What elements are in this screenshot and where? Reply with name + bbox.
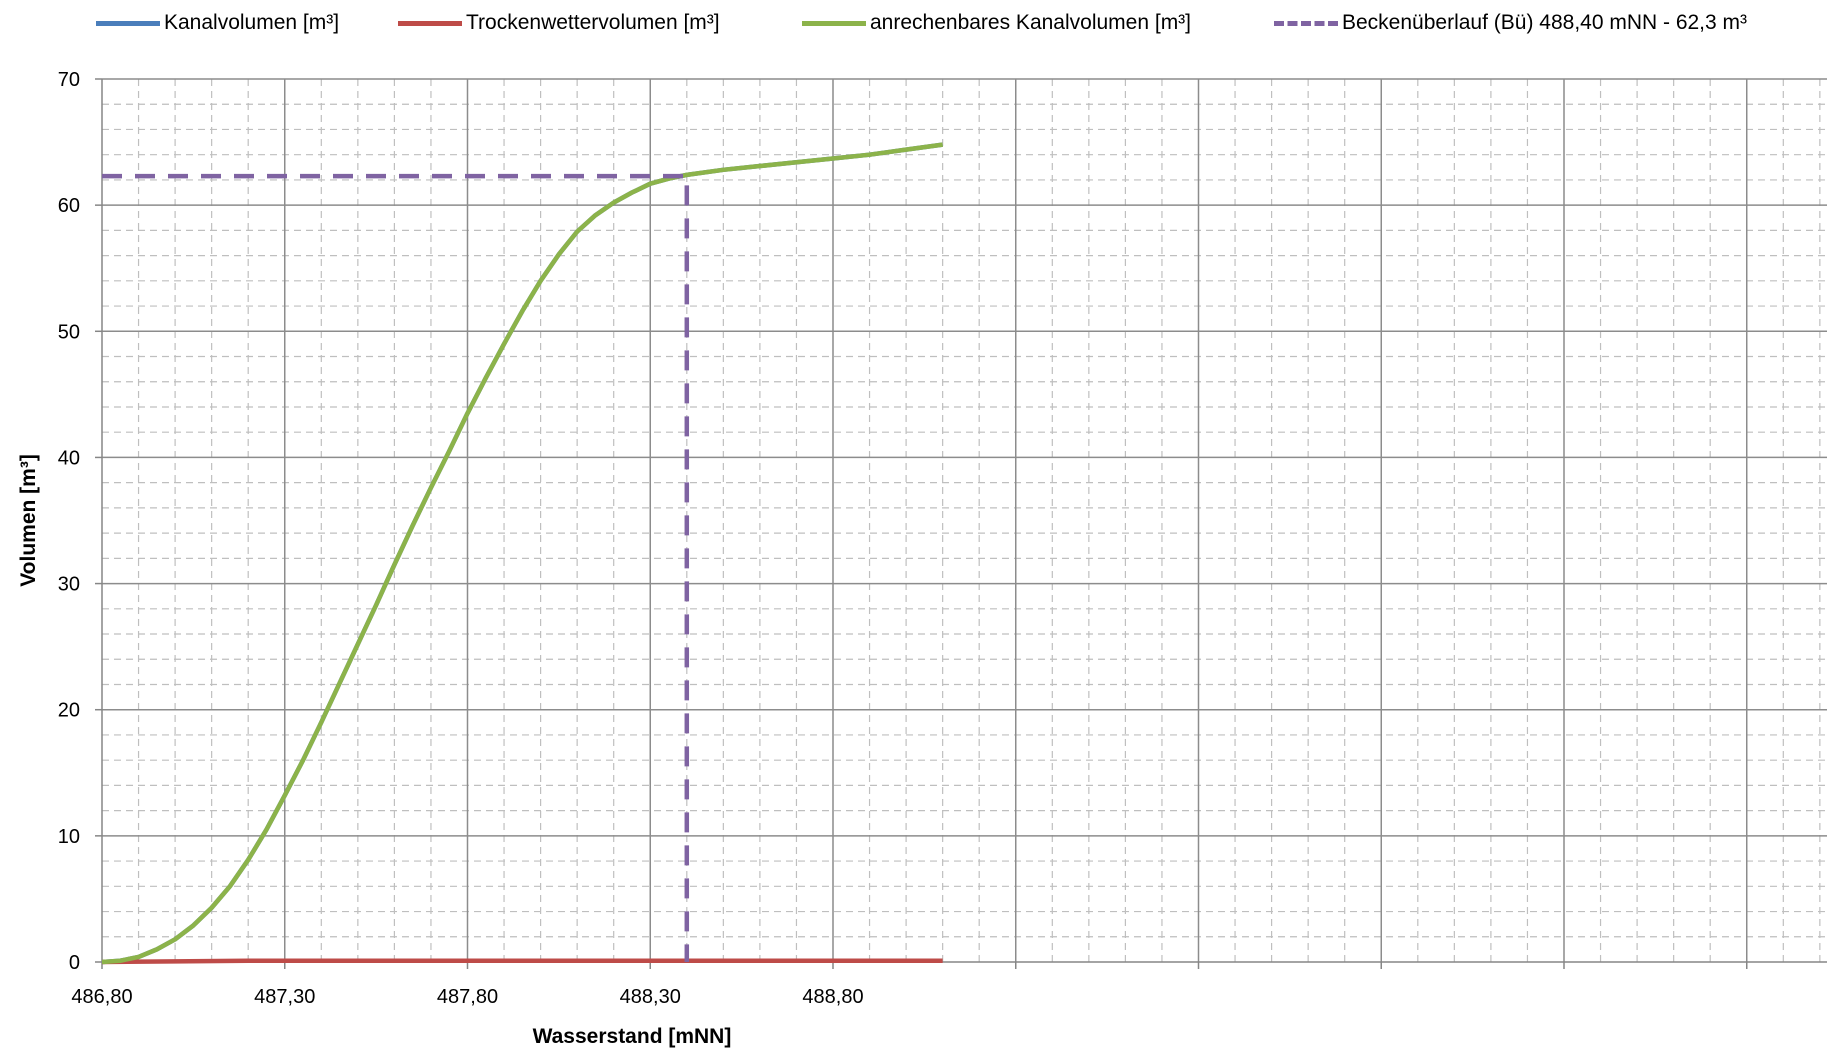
legend-swatch-anrechenbares-kanalvolumen: [802, 20, 866, 26]
y-tick-labels: 0 10 20 30 40 50 60 70: [58, 69, 80, 974]
series-line-1: [101, 958, 943, 965]
legend-swatch-trockenwettervolumen: [398, 20, 462, 26]
legend-label-beckenueberlauf: Beckenüberlauf (Bü) 488,40 mNN - 62,3 m³: [1342, 11, 1748, 34]
y-tick-label: 70: [58, 69, 80, 91]
y-axis-title: Volumen [m³]: [17, 454, 40, 587]
x-axis-title: Wasserstand [mNN]: [533, 1025, 732, 1048]
series-line-0: [101, 142, 943, 965]
minor-gridlines: [102, 79, 1827, 962]
major-gridlines: [102, 78, 1827, 962]
y-tick-label: 10: [58, 826, 80, 848]
y-tick-label: 50: [58, 321, 80, 343]
legend-label-trockenwettervolumen: Trockenwettervolumen [m³]: [466, 11, 720, 34]
series-line-2: [101, 142, 943, 965]
x-tick-label: 488,80: [802, 986, 863, 1008]
chart-legend: Kanalvolumen [m³] Trockenwettervolumen […: [0, 0, 1827, 44]
series-layer: [101, 142, 943, 965]
y-tick-label: 60: [58, 195, 80, 217]
legend-label-anrechenbares-kanalvolumen: anrechenbares Kanalvolumen [m³]: [870, 11, 1192, 34]
y-tick-label: 20: [58, 700, 80, 722]
y-tick-label: 30: [58, 574, 80, 596]
legend-item-beckenueberlauf: Beckenüberlauf (Bü) 488,40 mNN - 62,3 m³: [1274, 10, 1747, 36]
legend-swatch-kanalvolumen: [96, 20, 160, 26]
x-tick-label: 486,80: [71, 986, 132, 1008]
y-tick-label: 40: [58, 447, 80, 469]
x-tick-label: 487,30: [254, 986, 315, 1008]
x-tick-labels: 486,80 487,30 487,80 488,30 488,80: [71, 986, 863, 1008]
legend-item-kanalvolumen: Kanalvolumen [m³]: [96, 10, 339, 36]
legend-item-trockenwettervolumen: Trockenwettervolumen [m³]: [398, 10, 720, 36]
series-line-3: [102, 173, 690, 962]
legend-item-anrechenbares-kanalvolumen: anrechenbares Kanalvolumen [m³]: [802, 10, 1191, 36]
y-tick-label: 0: [69, 952, 80, 974]
legend-label-kanalvolumen: Kanalvolumen [m³]: [164, 11, 340, 34]
legend-swatch-beckenueberlauf: [1274, 20, 1338, 26]
x-tick-label: 488,30: [620, 986, 681, 1008]
x-tick-label: 487,80: [437, 986, 498, 1008]
